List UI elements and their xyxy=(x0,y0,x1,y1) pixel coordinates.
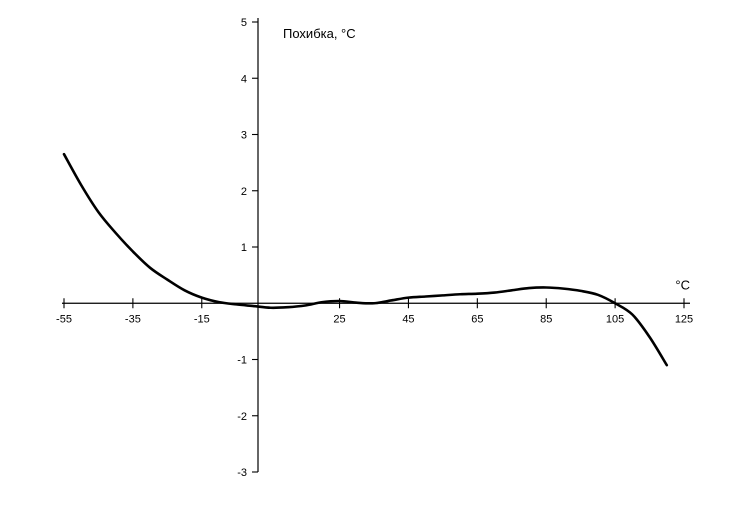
chart-axes xyxy=(62,18,690,472)
x-tick-label-7: 105 xyxy=(606,313,624,325)
x-tick-label-4: 45 xyxy=(402,313,414,325)
chart-tick-labels: -55 -35 -15 25 45 65 85 105 125 5 4 3 2 1 -1 -2 -3 xyxy=(56,17,693,479)
y-tick-label-1: 4 xyxy=(241,73,247,85)
x-tick-label-1: -35 xyxy=(125,313,141,325)
series-line-0 xyxy=(62,152,669,367)
chart-ticks xyxy=(63,21,685,473)
y-tick-label-4: 1 xyxy=(241,242,247,254)
y-tick-label-5: -1 xyxy=(237,355,247,367)
y-tick-label-2: 3 xyxy=(241,130,247,142)
y-axis-title: Похибка, °C xyxy=(283,26,356,41)
x-tick-label-5: 65 xyxy=(471,313,483,325)
x-tick-label-2: -15 xyxy=(194,313,210,325)
x-tick-label-3: 25 xyxy=(333,313,345,325)
y-tick-label-7: -3 xyxy=(237,467,247,479)
y-tick-label-3: 2 xyxy=(241,186,247,198)
x-tick-label-0: -55 xyxy=(56,313,72,325)
x-axis-title: °C xyxy=(675,277,690,292)
y-tick-label-0: 5 xyxy=(241,17,247,29)
x-tick-label-6: 85 xyxy=(540,313,552,325)
y-tick-label-6: -2 xyxy=(237,411,247,423)
chart-series xyxy=(62,152,669,367)
x-tick-label-8: 125 xyxy=(675,313,693,325)
